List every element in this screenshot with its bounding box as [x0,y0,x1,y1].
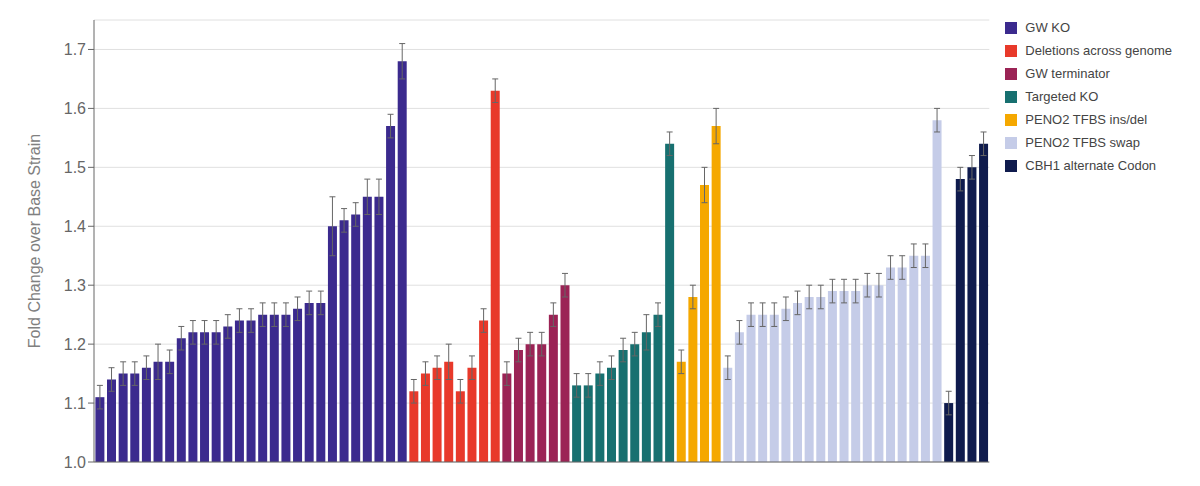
html-text:PENO2 TFBS swap: PENO2 TFBS swap [1025,135,1140,150]
html-text:Deletions across genome: Deletions across genome [1025,43,1172,58]
svg-text:1.4: 1.4 [64,218,86,235]
html-text:PENO2 TFBS ins/del: PENO2 TFBS ins/del [1025,112,1148,127]
svg-text:1.3: 1.3 [64,277,86,294]
html-text:Targeted KO: Targeted KO [1025,89,1099,104]
svg-text:1.6: 1.6 [64,100,86,117]
svg-text:Fold Change over Base Strain: Fold Change over Base Strain [26,134,43,348]
html-text:GW KO: GW KO [1025,20,1071,35]
html-text:GW terminator: GW terminator [1025,66,1110,81]
svg-text:1.7: 1.7 [64,41,86,58]
svg-text:1.5: 1.5 [64,159,86,176]
svg-text:1.1: 1.1 [64,395,86,412]
svg-text:1.2: 1.2 [64,336,86,353]
svg-text:1.0: 1.0 [64,454,86,471]
html-text:CBH1 alternate Codon: CBH1 alternate Codon [1025,158,1157,173]
